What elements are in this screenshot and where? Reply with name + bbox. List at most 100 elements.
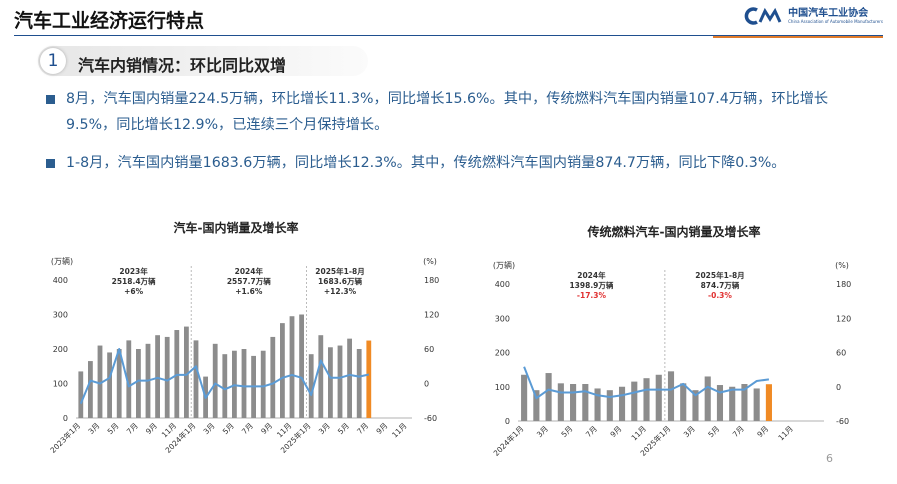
bar (557, 383, 564, 421)
bar (260, 350, 266, 418)
bar (299, 314, 304, 418)
x-tick-label: 5月 (559, 424, 574, 439)
x-tick-label: 7月 (240, 421, 255, 436)
period-summary-label: 2024年 (235, 266, 264, 276)
bullet-text: 1-8月，汽车国内销量1683.6万辆，同比增长12.3%。其中，传统燃料汽车国… (66, 155, 786, 171)
period-summary-label: 1398.9万辆 (569, 280, 613, 290)
period-summary-label: 2023年 (119, 266, 148, 276)
x-tick-label: 7月 (584, 424, 599, 439)
bar (97, 345, 103, 418)
bar (241, 349, 247, 418)
y-tick-label: 100 (53, 380, 68, 389)
y-tick-label: 400 (53, 276, 68, 285)
bar (318, 335, 324, 418)
bar (680, 383, 687, 421)
period-summary-label: -17.3% (577, 291, 607, 300)
chart-total-sales: 汽车-国内销量及增长率 (万辆) (%) 0 100 200 300 400 -60 0 60 120… (48, 220, 440, 455)
y2-tick-label: -60 (836, 417, 849, 426)
logo-name: 中国汽车工业协会 (788, 8, 869, 19)
x-tick-label: 5月 (336, 421, 351, 436)
y-tick-label: 300 (495, 314, 510, 323)
x-tick-label: 5月 (706, 424, 721, 439)
x-tick-label: 3月 (682, 424, 697, 439)
period-summary-label: -0.3% (708, 291, 732, 300)
bullet-marker (46, 95, 55, 104)
period-summary-label: 2557.7万辆 (227, 276, 271, 286)
x-tick-label: 7月 (731, 424, 746, 439)
bar (116, 349, 122, 418)
y2-tick-label: 180 (836, 280, 851, 289)
bar (655, 374, 662, 421)
bar (126, 340, 132, 418)
bar (337, 345, 343, 418)
bar (155, 335, 160, 418)
x-tick-label: 9月 (259, 421, 274, 436)
bar (570, 384, 577, 421)
bar (356, 349, 362, 418)
y-tick-label: 200 (495, 349, 510, 358)
y2-tick-label: 120 (836, 314, 851, 323)
bar (716, 385, 724, 421)
x-tick-label: 7月 (125, 421, 140, 436)
chart-title: 传统燃料汽车-国内销量及增长率 (587, 224, 761, 239)
header-accent (713, 36, 883, 38)
x-tick-label: 2024年1月 (491, 423, 526, 458)
y-axis-label: (万辆) (51, 256, 73, 266)
x-tick-label: 9月 (608, 424, 623, 439)
bar (582, 384, 589, 421)
bar (594, 388, 601, 421)
period-summary-label: +12.3% (324, 287, 357, 296)
x-tick-label: 5月 (221, 421, 236, 436)
bar (545, 373, 552, 421)
period-summary-label: 2025年1-8月 (695, 270, 744, 280)
section-title: 汽车内销情况：环比同比双增 (78, 56, 287, 75)
bar (289, 316, 295, 418)
x-tick-label: 11月 (390, 421, 408, 439)
bar (347, 338, 352, 418)
page-number: 6 (826, 452, 833, 465)
bar-current-month (366, 340, 372, 418)
y2-axis-label: (%) (423, 257, 437, 266)
y2-tick-label: 180 (424, 276, 439, 285)
bar (222, 354, 228, 418)
x-tick-label: 9月 (755, 424, 770, 439)
growth-rate-line (79, 348, 370, 404)
bar (164, 336, 170, 418)
bullet-marker (46, 159, 55, 168)
bar (618, 386, 626, 421)
y2-tick-label: -60 (424, 414, 437, 423)
bar (521, 374, 528, 421)
y2-tick-label: 0 (424, 380, 429, 389)
logo-subtitle: China Association of Automobile Manufact… (788, 19, 883, 24)
y-tick-label: 100 (495, 383, 510, 392)
bar (270, 336, 276, 418)
bullet-1: 8月，汽车国内销量224.5万辆，环比增长11.3%，同比增长15.6%。其中，… (46, 86, 876, 138)
section-number: 1 (40, 48, 66, 74)
y2-tick-label: 120 (424, 311, 439, 320)
y2-tick-label: 60 (836, 349, 846, 358)
bar (606, 390, 613, 421)
period-summary-label: +1.6% (235, 287, 263, 296)
bar (741, 384, 748, 421)
y2-tick-label: 0 (836, 383, 841, 392)
bar (308, 354, 314, 418)
x-tick-label: 5月 (106, 421, 121, 436)
section-banner (38, 46, 368, 76)
bar (136, 349, 141, 418)
x-tick-label: 9月 (144, 421, 159, 436)
page-title: 汽车工业经济运行特点 (14, 10, 205, 32)
bar (212, 343, 218, 418)
chart-ice-sales: 传统燃料汽车-国内销量及增长率 (万辆) (%) 0 100 200 300 400 -60 0 6… (491, 224, 851, 458)
bar (631, 381, 638, 421)
bar (328, 347, 333, 418)
growth-rate-line (523, 366, 770, 400)
bar (692, 390, 699, 421)
header-divider (14, 35, 883, 36)
y-axis-label: (万辆) (493, 260, 515, 270)
bar (78, 371, 84, 418)
bar (107, 352, 112, 418)
x-tick-label: 3月 (317, 421, 332, 436)
period-summary-label: 2025年1-8月 (315, 266, 364, 276)
bar-current-month (765, 384, 772, 421)
period-summary-label: 874.7万辆 (701, 280, 740, 290)
